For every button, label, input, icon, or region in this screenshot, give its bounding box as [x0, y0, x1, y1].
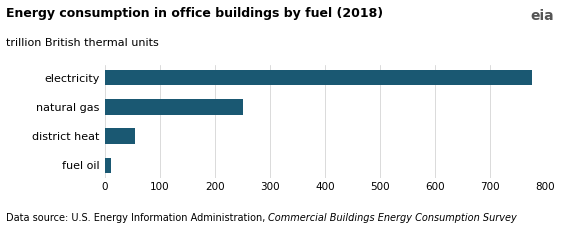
Text: trillion British thermal units: trillion British thermal units — [6, 38, 158, 48]
Bar — [105, 70, 532, 86]
Text: eia: eia — [530, 9, 554, 23]
Bar — [105, 128, 135, 144]
Text: Energy consumption in office buildings by fuel (2018): Energy consumption in office buildings b… — [6, 7, 383, 20]
Text: Commercial Buildings Energy Consumption Survey: Commercial Buildings Energy Consumption … — [268, 213, 517, 223]
Text: Data source: U.S. Energy Information Administration,: Data source: U.S. Energy Information Adm… — [6, 213, 268, 223]
Bar — [105, 99, 243, 115]
Bar — [105, 158, 111, 173]
